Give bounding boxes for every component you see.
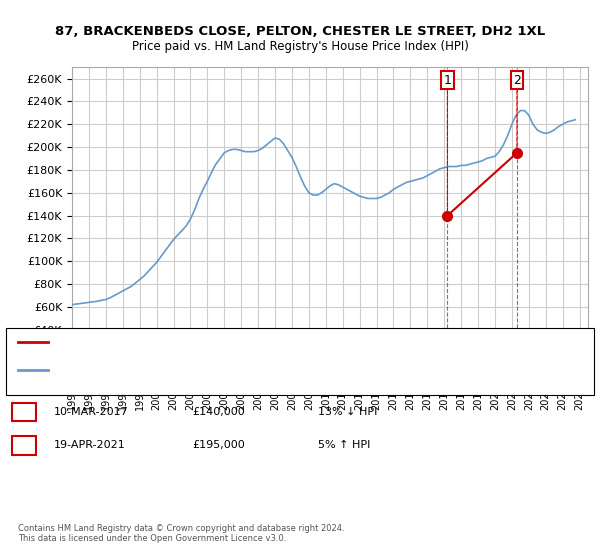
Text: 13% ↓ HPI: 13% ↓ HPI bbox=[318, 407, 377, 417]
Text: Contains HM Land Registry data © Crown copyright and database right 2024.
This d: Contains HM Land Registry data © Crown c… bbox=[18, 524, 344, 543]
Text: 2: 2 bbox=[513, 73, 521, 87]
Text: 2: 2 bbox=[20, 440, 28, 450]
Text: 10-MAR-2017: 10-MAR-2017 bbox=[54, 407, 129, 417]
Text: £195,000: £195,000 bbox=[192, 440, 245, 450]
Text: 1: 1 bbox=[20, 407, 28, 417]
Text: 5% ↑ HPI: 5% ↑ HPI bbox=[318, 440, 370, 450]
Text: £140,000: £140,000 bbox=[192, 407, 245, 417]
Text: 1: 1 bbox=[443, 73, 451, 87]
Text: 87, BRACKENBEDS CLOSE, PELTON, CHESTER LE STREET, DH2 1XL: 87, BRACKENBEDS CLOSE, PELTON, CHESTER L… bbox=[55, 25, 545, 38]
Text: HPI: Average price, detached house, County Durham: HPI: Average price, detached house, Coun… bbox=[54, 365, 312, 375]
Text: Price paid vs. HM Land Registry's House Price Index (HPI): Price paid vs. HM Land Registry's House … bbox=[131, 40, 469, 53]
Text: 19-APR-2021: 19-APR-2021 bbox=[54, 440, 126, 450]
Text: 87, BRACKENBEDS CLOSE, PELTON, CHESTER LE STREET, DH2 1XL (detached house): 87, BRACKENBEDS CLOSE, PELTON, CHESTER L… bbox=[54, 337, 468, 347]
